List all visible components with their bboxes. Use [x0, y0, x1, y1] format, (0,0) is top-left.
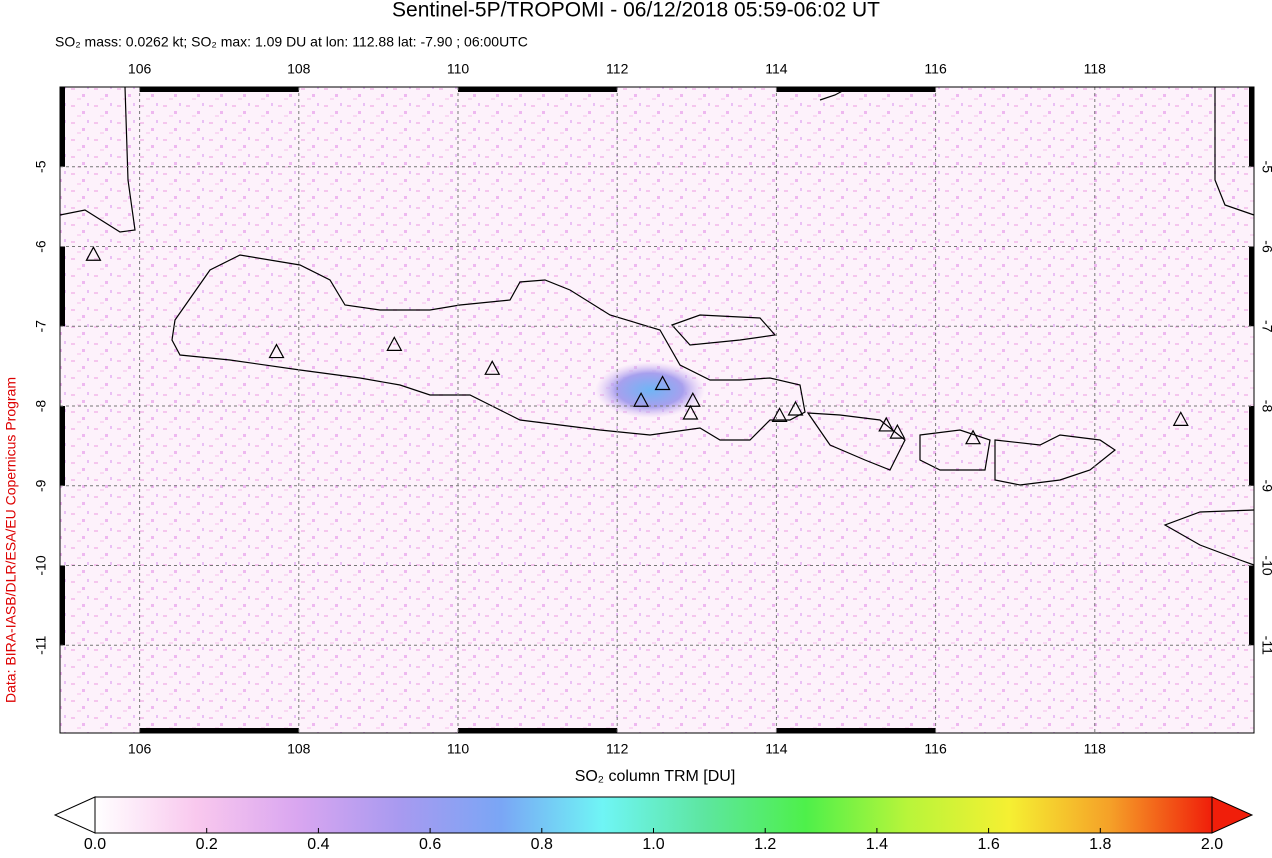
x-tick-label: 108: [287, 61, 311, 77]
x-tick-label: 118: [1084, 61, 1107, 77]
frame-band: [776, 728, 936, 733]
volcano: [684, 391, 701, 407]
colorbar: [94, 796, 1213, 834]
x-tick-label: 112: [606, 61, 629, 77]
y-tick-label: -10: [33, 555, 49, 575]
volcano: [878, 416, 895, 432]
java: [171, 254, 806, 441]
colorbar-high-arrow: [1211, 796, 1254, 834]
volcano: [633, 391, 650, 407]
x-tick-label: 110: [447, 61, 470, 77]
colorbar-tick-label: 0.2: [196, 836, 218, 853]
subtitle: SO₂ mass: 0.0262 kt; SO₂ max: 1.09 DU at…: [55, 34, 528, 50]
x-tick-label: 114: [765, 61, 788, 77]
volcano: [682, 404, 699, 420]
frame-band: [458, 728, 618, 733]
frame-band: [139, 87, 299, 92]
frame-band: [139, 728, 299, 733]
y-tick-label: -9: [1259, 480, 1272, 493]
bali: [806, 412, 906, 471]
x-tick-label: 116: [924, 741, 947, 757]
y-tick-label: -6: [33, 240, 49, 253]
volcano: [965, 429, 982, 445]
map-frame: [59, 86, 1255, 734]
y-tick-label: -10: [1259, 555, 1272, 575]
x-tick-label: 118: [1084, 741, 1107, 757]
y-tick-label: -7: [1259, 320, 1272, 333]
lombok: [919, 429, 991, 471]
colorbar-tick-label: 1.8: [1089, 836, 1111, 853]
volcano: [484, 360, 501, 375]
y-tick-label: -8: [33, 400, 49, 413]
y-tick-label: -7: [33, 320, 49, 333]
frame-band: [1249, 87, 1254, 167]
colorbar-tick-label: 2.0: [1201, 836, 1223, 853]
sumbawa: [994, 434, 1117, 486]
y-tick-label: -9: [33, 479, 49, 492]
frame-band: [458, 87, 618, 92]
colorbar-tick-label: 1.4: [866, 836, 888, 853]
volcano: [771, 407, 788, 422]
sumba: [1163, 509, 1255, 566]
y-tick-label: -11: [33, 635, 49, 654]
volcano: [654, 375, 671, 391]
y-tick-label: -5: [1259, 161, 1272, 174]
volcano: [889, 423, 906, 439]
madura: [670, 314, 777, 346]
colorbar-tick-label: 0.8: [531, 836, 553, 853]
x-tick-label: 108: [287, 741, 311, 757]
volcano: [787, 400, 804, 416]
frame-band: [60, 246, 65, 327]
y-tick-label: -8: [1259, 400, 1272, 413]
colorbar-tick-label: 0.6: [419, 836, 441, 853]
x-tick-label: 110: [447, 741, 470, 757]
colorbar-tick-label: 0.0: [84, 836, 106, 853]
frame-band: [60, 87, 65, 167]
credit: Data: BIRA-IASB/DLR/ESA/EU Copernicus Pr…: [3, 377, 19, 703]
volcano: [268, 343, 285, 359]
so2-plume: [595, 362, 705, 418]
sulawesi: [1214, 87, 1255, 216]
frame-band: [776, 87, 936, 92]
axes: 106 106 108 108 110 110 112 112 114 114 116 116 118 1…: [33, 61, 1272, 757]
colorbar-low-arrow: [53, 796, 96, 834]
x-tick-label: 114: [765, 741, 788, 757]
frame-band: [1249, 406, 1254, 486]
frame-band: [60, 406, 65, 486]
chart-title: Sentinel-5P/TROPOMI - 06/12/2018 05:59-0…: [392, 0, 880, 22]
x-tick-label: 112: [606, 741, 629, 757]
y-tick-label: -6: [1259, 240, 1272, 253]
colorbar-tick-label: 1.2: [754, 836, 776, 853]
colorbar-tick-label: 1.0: [642, 836, 664, 853]
x-tick-label: 106: [128, 61, 152, 77]
x-tick-label: 106: [128, 741, 152, 757]
colorbar-label: SO₂ column TRM [DU]: [575, 768, 736, 785]
volcano: [1172, 411, 1189, 426]
x-tick-label: 116: [924, 61, 947, 77]
y-tick-label: -5: [33, 160, 49, 173]
colorbar-tick-label: 0.4: [307, 836, 329, 853]
frame-band: [1249, 246, 1254, 327]
volcano: [386, 336, 403, 351]
sumatra: [59, 86, 136, 233]
y-tick-label: -11: [1259, 636, 1272, 655]
volcano: [85, 246, 102, 261]
frame-band: [60, 565, 65, 646]
colorbar-tick-label: 1.6: [977, 836, 999, 853]
frame-band: [1249, 565, 1254, 646]
